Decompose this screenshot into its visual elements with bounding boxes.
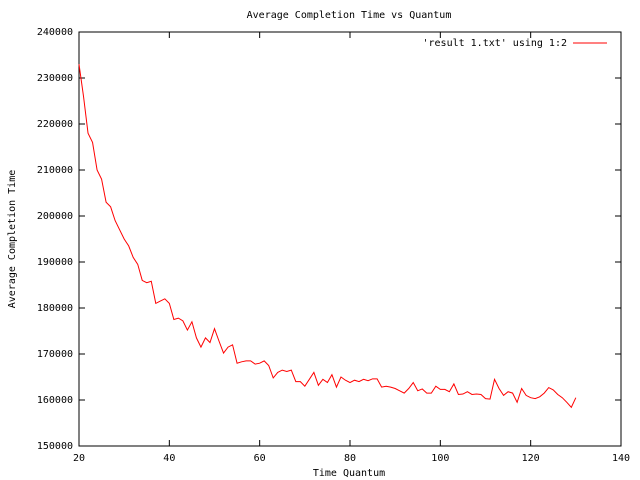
chart-title: Average Completion Time vs Quantum	[247, 10, 452, 21]
data-line	[78, 64, 577, 409]
plot-frame	[78, 31, 622, 447]
y-axis-label: Average Completion Time	[7, 170, 18, 308]
y-tick-label: 210000	[37, 165, 73, 176]
y-tick-label: 150000	[37, 441, 73, 452]
y-tick-label: 230000	[37, 73, 73, 84]
x-tick-label: 40	[163, 453, 175, 464]
x-axis-label: Time Quantum	[313, 468, 385, 479]
x-tick-label: 140	[612, 453, 630, 464]
x-tick-label: 100	[431, 453, 449, 464]
y-tick-label: 170000	[37, 349, 73, 360]
y-tick-label: 220000	[37, 119, 73, 130]
y-tick-label: 240000	[37, 27, 73, 38]
x-tick-label: 20	[73, 453, 85, 464]
legend-label: 'result 1.txt' using 1:2	[423, 38, 568, 49]
y-tick-label: 190000	[37, 257, 73, 268]
x-tick-label: 60	[254, 453, 266, 464]
y-tick-label: 160000	[37, 395, 73, 406]
x-tick-label: 120	[522, 453, 540, 464]
x-tick-label: 80	[344, 453, 356, 464]
y-tick-label: 200000	[37, 211, 73, 222]
y-tick-label: 180000	[37, 303, 73, 314]
